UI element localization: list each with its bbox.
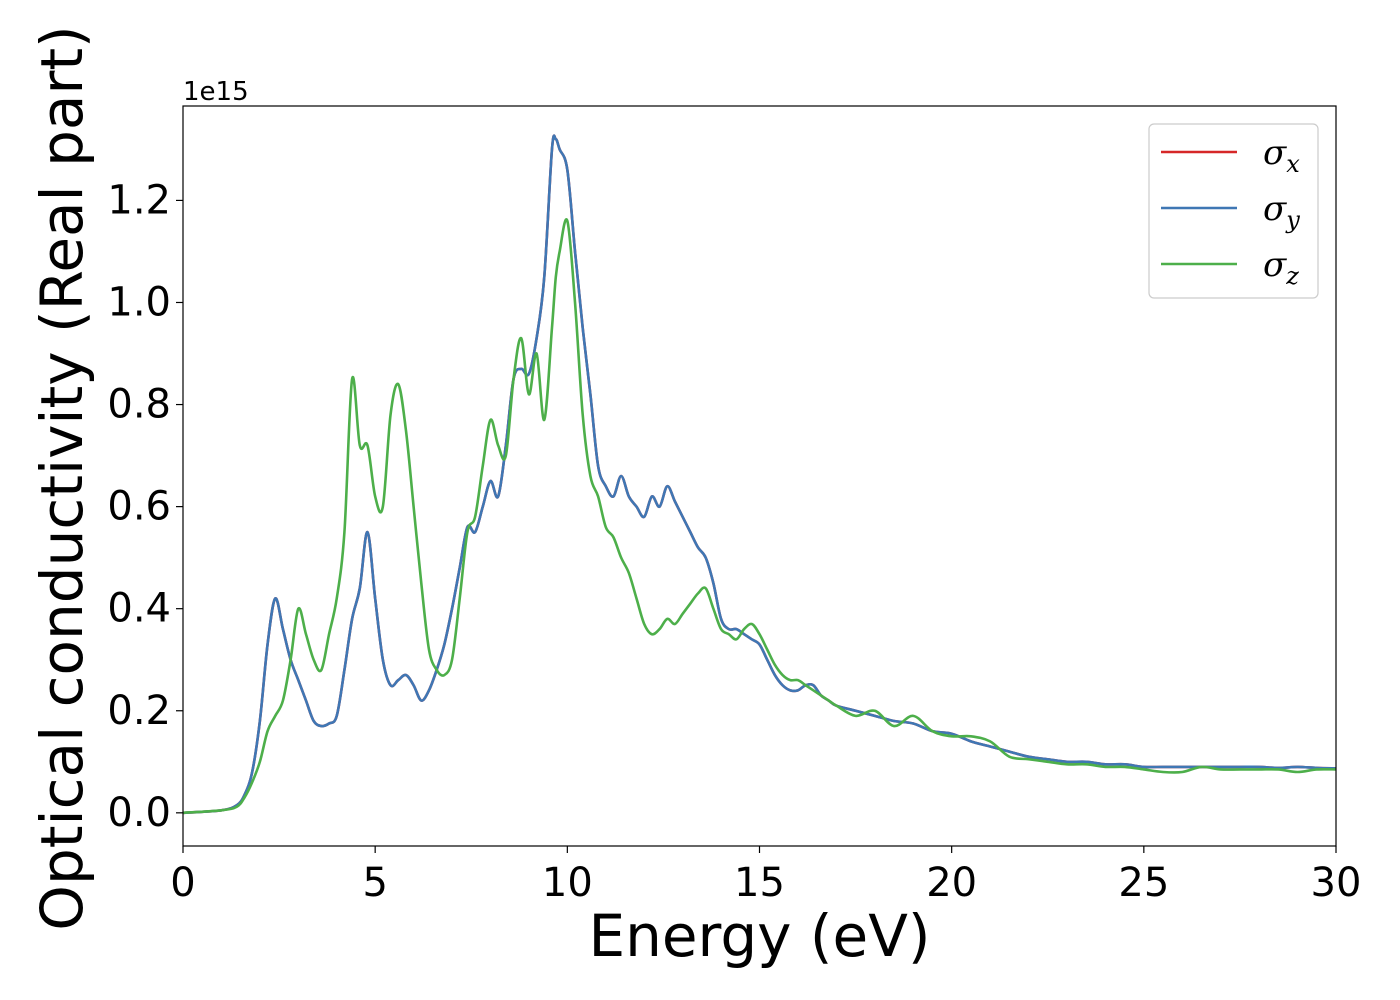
y-tick-label: 0.4 <box>107 586 171 632</box>
x-axis-ticks: 0 5 10 15 20 25 30 <box>170 846 1361 906</box>
x-tick-label: 30 <box>1311 860 1362 906</box>
legend-label-y: σy <box>1263 189 1300 234</box>
y-tick-label: 1.0 <box>107 279 171 325</box>
x-tick-label: 10 <box>542 860 593 906</box>
y-tick-label: 0.8 <box>107 382 171 428</box>
x-tick-label: 20 <box>926 860 977 906</box>
x-axis-title: Energy (eV) <box>588 902 930 970</box>
legend-label-x: σx <box>1263 133 1300 178</box>
y-tick-label: 0.0 <box>107 790 171 836</box>
plot-lines <box>183 134 1336 815</box>
legend: σx σy σz <box>1148 123 1319 299</box>
series-line-y <box>183 134 1336 815</box>
series-line-z <box>183 218 1336 815</box>
x-tick-label: 25 <box>1118 860 1169 906</box>
y-offset-text: 1e15 <box>183 77 249 107</box>
x-tick-label: 0 <box>170 860 195 906</box>
y-axis-ticks: 0.0 0.2 0.4 0.6 0.8 1.0 1.2 <box>107 177 183 836</box>
plot-frame <box>182 105 1337 847</box>
y-tick-label: 1.2 <box>107 177 171 223</box>
y-tick-label: 0.6 <box>107 484 171 530</box>
legend-box <box>1148 123 1319 299</box>
legend-label-z: σz <box>1263 245 1299 290</box>
x-tick-label: 5 <box>362 860 387 906</box>
y-tick-label: 0.2 <box>107 688 171 734</box>
x-tick-label: 15 <box>734 860 785 906</box>
y-axis-title: Optical conductivity (Real part) <box>28 25 96 930</box>
